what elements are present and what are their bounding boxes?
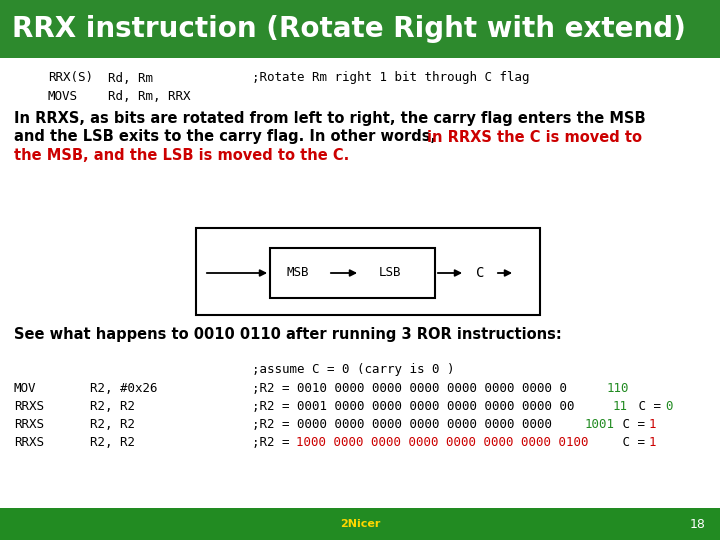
Text: 1: 1	[649, 417, 657, 430]
Text: and the LSB exits to the carry flag. In other words,: and the LSB exits to the carry flag. In …	[14, 130, 441, 145]
Text: R2, #0x26: R2, #0x26	[90, 381, 158, 395]
Text: ;R2 = 0001 0000 0000 0000 0000 0000 0000 00: ;R2 = 0001 0000 0000 0000 0000 0000 0000…	[252, 400, 575, 413]
Text: 2Nicer: 2Nicer	[340, 519, 380, 529]
Text: ;R2 = 0010 0000 0000 0000 0000 0000 0000 0: ;R2 = 0010 0000 0000 0000 0000 0000 0000…	[252, 381, 567, 395]
Text: Rd, Rm, RRX: Rd, Rm, RRX	[108, 90, 191, 103]
Text: See what happens to 0010 0110 after running 3 ROR instructions:: See what happens to 0010 0110 after runn…	[14, 327, 562, 342]
Text: MOVS: MOVS	[48, 90, 78, 103]
Text: 1: 1	[649, 435, 657, 449]
Text: RRX(S): RRX(S)	[48, 71, 93, 84]
Text: R2, R2: R2, R2	[90, 417, 135, 430]
Text: 18: 18	[690, 517, 706, 530]
Text: C =: C =	[615, 435, 652, 449]
Text: ;R2 = 0000 0000 0000 0000 0000 0000 0000: ;R2 = 0000 0000 0000 0000 0000 0000 0000	[252, 417, 559, 430]
Bar	[0, 508, 720, 540]
Text: RRXS: RRXS	[14, 417, 44, 430]
Text: in RRXS the C is moved to: in RRXS the C is moved to	[427, 130, 642, 145]
Text: 11: 11	[613, 400, 628, 413]
Text: 0: 0	[665, 400, 672, 413]
Text: R2, R2: R2, R2	[90, 435, 135, 449]
Text: MOV: MOV	[14, 381, 37, 395]
Text: RRX instruction (Rotate Right with extend): RRX instruction (Rotate Right with exten…	[12, 15, 686, 43]
Text: In RRXS, as bits are rotated from left to right, the carry flag enters the MSB: In RRXS, as bits are rotated from left t…	[14, 111, 646, 125]
Text: ;assume C = 0 (carry is 0 ): ;assume C = 0 (carry is 0 )	[252, 363, 454, 376]
Text: 1001: 1001	[585, 417, 615, 430]
Text: 1000 0000 0000 0000 0000 0000 0000 0100: 1000 0000 0000 0000 0000 0000 0000 0100	[296, 435, 588, 449]
Text: ;Rotate Rm right 1 bit through C flag: ;Rotate Rm right 1 bit through C flag	[252, 71, 529, 84]
Text: R2, R2: R2, R2	[90, 400, 135, 413]
Text: the MSB, and the LSB is moved to the C.: the MSB, and the LSB is moved to the C.	[14, 148, 349, 164]
Bar	[196, 228, 540, 315]
Text: ;R2 =: ;R2 =	[252, 435, 297, 449]
Text: C: C	[476, 266, 484, 280]
Text: Rd, Rm: Rd, Rm	[108, 71, 153, 84]
Bar	[270, 248, 435, 298]
Text: RRXS: RRXS	[14, 435, 44, 449]
Bar	[0, 0, 720, 58]
Text: MSB: MSB	[287, 267, 310, 280]
Text: 110: 110	[607, 381, 629, 395]
Text: C =: C =	[631, 400, 668, 413]
Text: RRXS: RRXS	[14, 400, 44, 413]
Text: LSB: LSB	[379, 267, 401, 280]
Text: C =: C =	[615, 417, 652, 430]
